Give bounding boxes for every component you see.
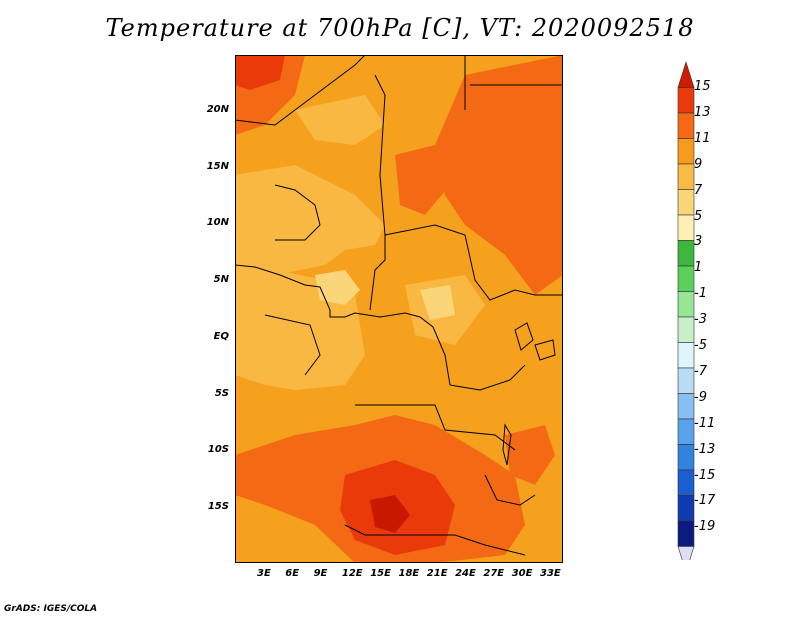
colorbar-label: 7: [694, 182, 703, 198]
colorbar-label: 11: [694, 130, 711, 146]
x-tick-label: 21E: [426, 568, 448, 579]
x-tick-label: 18E: [398, 568, 420, 579]
colorbar-segment: [677, 163, 695, 190]
map-frame: [235, 55, 563, 563]
colorbar-segment: [677, 418, 695, 445]
x-tick-label: 12E: [341, 568, 363, 579]
colorbar-label: -13: [694, 441, 716, 457]
field-above-15-regions: [370, 495, 410, 533]
colorbar-segment: [677, 520, 695, 547]
colorbar-label: -17: [694, 493, 716, 509]
colorbar-segment: [677, 60, 695, 88]
y-tick-label: 5S: [214, 387, 229, 399]
y-tick-label: 10S: [207, 444, 229, 456]
colorbar-segment: [677, 112, 695, 139]
y-tick-label: 15S: [207, 500, 229, 512]
colorbar-label: -11: [694, 415, 716, 431]
colorbar-label: 1: [694, 260, 703, 276]
colorbar-label: 3: [694, 234, 703, 250]
x-tick-label: 30E: [511, 568, 533, 579]
x-tick-label: 27E: [483, 568, 505, 579]
y-tick-label: EQ: [213, 330, 229, 342]
temperature-map: [235, 55, 563, 563]
field-5-7-regions: [315, 270, 455, 320]
colorbar-label: -1: [694, 286, 707, 302]
colorbar-segment: [677, 316, 695, 343]
colorbar-segment: [677, 138, 695, 165]
colorbar-segment: [677, 189, 695, 216]
colorbar-segment: [677, 214, 695, 241]
colorbar-segment: [677, 342, 695, 369]
y-tick-label: 20N: [206, 104, 229, 115]
y-tick-label: 5N: [213, 274, 229, 286]
colorbar-label: -3: [694, 312, 707, 328]
colorbar-label: 13: [694, 104, 711, 120]
colorbar-segment: [677, 291, 695, 318]
colorbar-segment: [677, 546, 695, 560]
colorbar-segment: [677, 495, 695, 522]
colorbar-label: -19: [694, 519, 716, 535]
colorbar-segment: [677, 265, 695, 292]
colorbar-segment: [677, 240, 695, 267]
colorbar-segment: [677, 393, 695, 420]
colorbar-segment: [677, 469, 695, 496]
lakes: [502, 322, 556, 466]
colorbar-segment: [677, 444, 695, 471]
x-tick-label: 24E: [455, 568, 476, 579]
colorbar-segment: [677, 87, 695, 114]
x-tick-label: 15E: [370, 568, 391, 579]
x-tick-label: 3E: [257, 568, 271, 579]
y-tick-label: 10N: [206, 217, 229, 229]
x-tick-label: 9E: [313, 568, 328, 579]
colorbar-label: 15: [694, 79, 711, 94]
colorbar-label: -5: [694, 338, 707, 353]
colorbar: [677, 60, 695, 560]
x-tick-label: 6E: [285, 568, 300, 579]
country-borders: [235, 55, 563, 556]
colorbar-label: -9: [694, 389, 707, 405]
x-tick-label: 33E: [540, 568, 561, 579]
map-title: Temperature at 700hPa [C], VT: 202009251…: [105, 14, 695, 42]
colorbar-label: 9: [694, 156, 703, 172]
colorbar-label: 5: [694, 208, 703, 224]
colorbar-segment: [677, 367, 695, 394]
y-tick-label: 15N: [206, 160, 229, 172]
colorbar-label: -15: [694, 467, 716, 483]
colorbar-label: -7: [694, 363, 707, 379]
credit-label: GrADS: IGES/COLA: [4, 604, 98, 614]
